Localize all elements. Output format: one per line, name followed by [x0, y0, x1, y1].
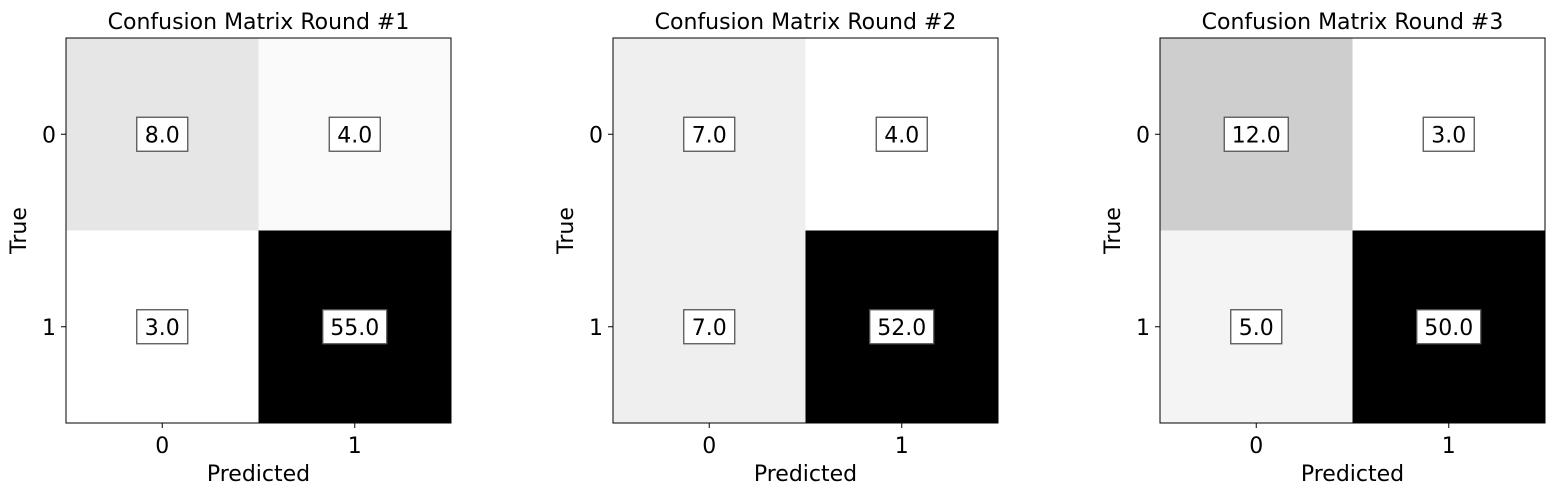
- value-label-box: [328, 116, 381, 152]
- value-label: 4.0: [884, 123, 919, 148]
- x-tick-label: 1: [348, 434, 362, 459]
- value-label-box: [136, 116, 189, 152]
- chart-title: Confusion Matrix Round #3: [1202, 10, 1504, 35]
- axes-frame: [1159, 37, 1546, 424]
- y-tick-label: 0: [589, 123, 603, 148]
- chart-title: Confusion Matrix Round #1: [108, 10, 410, 35]
- value-label-box: [1422, 116, 1475, 152]
- value-label: 5.0: [1239, 316, 1274, 341]
- x-tick-label: 0: [1249, 434, 1263, 459]
- x-axis-label: Predicted: [207, 462, 310, 487]
- value-label: 4.0: [337, 123, 372, 148]
- value-label-box: [1416, 309, 1482, 345]
- x-axis-label: Predicted: [754, 462, 857, 487]
- value-label: 7.0: [692, 316, 727, 341]
- confusion-matrix-panel-2: 7.0 4.0 7.0 52.0 0 1 0 1 Confusion Matrix Round …: [554, 10, 999, 487]
- axes-frame: [65, 37, 452, 424]
- x-axis-label: Predicted: [1301, 462, 1404, 487]
- value-label: 3.0: [145, 316, 180, 341]
- value-label: 52.0: [877, 316, 926, 341]
- axes-frame: [612, 37, 999, 424]
- value-label-box: [136, 309, 189, 345]
- value-label: 7.0: [692, 123, 727, 148]
- value-label-box: [322, 309, 388, 345]
- y-axis-label: True: [1101, 207, 1126, 255]
- confusion-matrix-panel-3: 12.0 3.0 5.0 50.0 0 1 0 1 Confusion Matrix Round…: [1101, 10, 1546, 487]
- y-tick-label: 1: [589, 316, 603, 341]
- value-label-box: [1223, 116, 1289, 152]
- value-label: 55.0: [330, 316, 379, 341]
- y-axis-label: True: [554, 207, 579, 255]
- value-label-box: [875, 116, 928, 152]
- x-tick-label: 1: [1442, 434, 1456, 459]
- value-label: 3.0: [1431, 123, 1466, 148]
- value-label-box: [683, 309, 736, 345]
- chart-title: Confusion Matrix Round #2: [655, 10, 957, 35]
- y-tick-label: 1: [1136, 316, 1150, 341]
- y-tick-label: 0: [1136, 123, 1150, 148]
- confusion-matrix-panel-1: 8.0 4.0 3.0 55.0 0 1 0 1 Confusion Matrix Round …: [7, 10, 452, 487]
- value-label-box: [1230, 309, 1283, 345]
- x-tick-label: 0: [702, 434, 716, 459]
- y-tick-label: 1: [42, 316, 56, 341]
- x-tick-label: 1: [895, 434, 909, 459]
- value-label-box: [869, 309, 935, 345]
- y-tick-label: 0: [42, 123, 56, 148]
- value-label-box: [683, 116, 736, 152]
- y-axis-label: True: [7, 207, 32, 255]
- value-label: 12.0: [1232, 123, 1281, 148]
- value-label: 8.0: [145, 123, 180, 148]
- value-label: 50.0: [1424, 316, 1473, 341]
- x-tick-label: 0: [155, 434, 169, 459]
